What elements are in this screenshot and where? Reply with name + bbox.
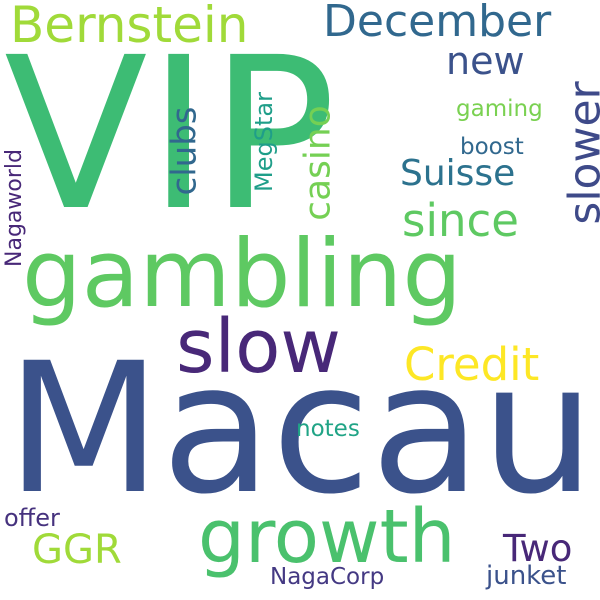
word-megstar: MegStar [249, 92, 278, 192]
word-suisse: Suisse [400, 153, 516, 194]
word-december: December [323, 0, 552, 47]
word-offer: offer [4, 504, 60, 532]
word-nagacorp: NagaCorp [270, 564, 385, 590]
word-growth: growth [198, 494, 456, 580]
word-since: since [402, 194, 519, 247]
word-new: new [446, 39, 525, 83]
word-macau: Macau [6, 325, 595, 534]
word-gambling: gambling [22, 220, 462, 329]
word-bernstein: Bernstein [10, 0, 249, 54]
word-casino: casino [297, 105, 339, 221]
word-notes: notes [296, 416, 360, 442]
word-gaming: gaming [456, 96, 543, 122]
word-ggr: GGR [32, 527, 122, 573]
word-credit: Credit [404, 338, 540, 391]
word-vip: VIP [4, 12, 337, 257]
word-boost: boost [460, 134, 524, 160]
word-slow: slow [176, 304, 341, 390]
word-clubs: clubs [164, 106, 205, 196]
word-junket: junket [486, 561, 567, 591]
word-nagaworld: Nagaworld [1, 149, 27, 267]
word-slower: slower [559, 81, 600, 225]
word-two: Two [503, 527, 573, 570]
